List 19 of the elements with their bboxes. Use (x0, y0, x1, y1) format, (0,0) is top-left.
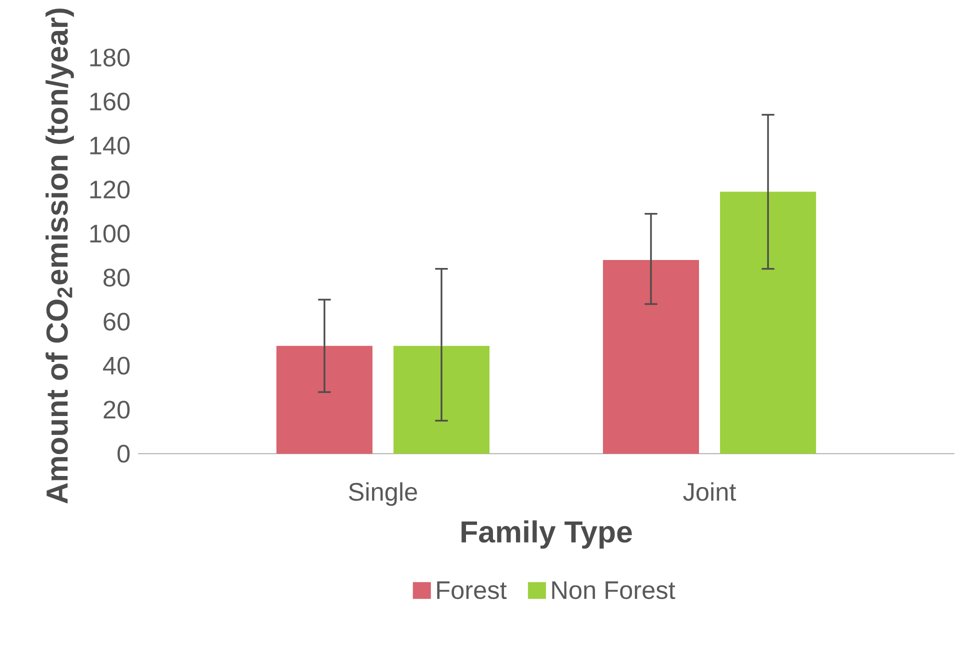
y-axis-title: Amount of CO$_{2}$emission (ton/year) (46, 8, 74, 504)
legend-label: Non Forest (552, 582, 676, 600)
x-tick-label: Joint (683, 482, 736, 501)
x-tick-label: Single (348, 482, 417, 506)
bar (720, 192, 816, 454)
bar (276, 346, 372, 454)
y-tick-label: 40 (103, 356, 130, 375)
x-axis-title: Family Type (462, 520, 632, 549)
y-tick-label: 100 (90, 224, 130, 243)
y-tick-label: 180 (90, 48, 130, 67)
y-tick-label: 0 (118, 444, 130, 463)
y-tick-label: 60 (104, 312, 130, 331)
y-tick-label: 160 (90, 92, 130, 111)
y-tick-label: 20 (104, 400, 130, 419)
y-tick-label: 80 (104, 268, 130, 287)
y-tick-label: 120 (90, 180, 130, 199)
y-tick-label: 140 (90, 136, 130, 155)
legend-label: Forest (437, 582, 507, 600)
bar (602, 260, 699, 454)
